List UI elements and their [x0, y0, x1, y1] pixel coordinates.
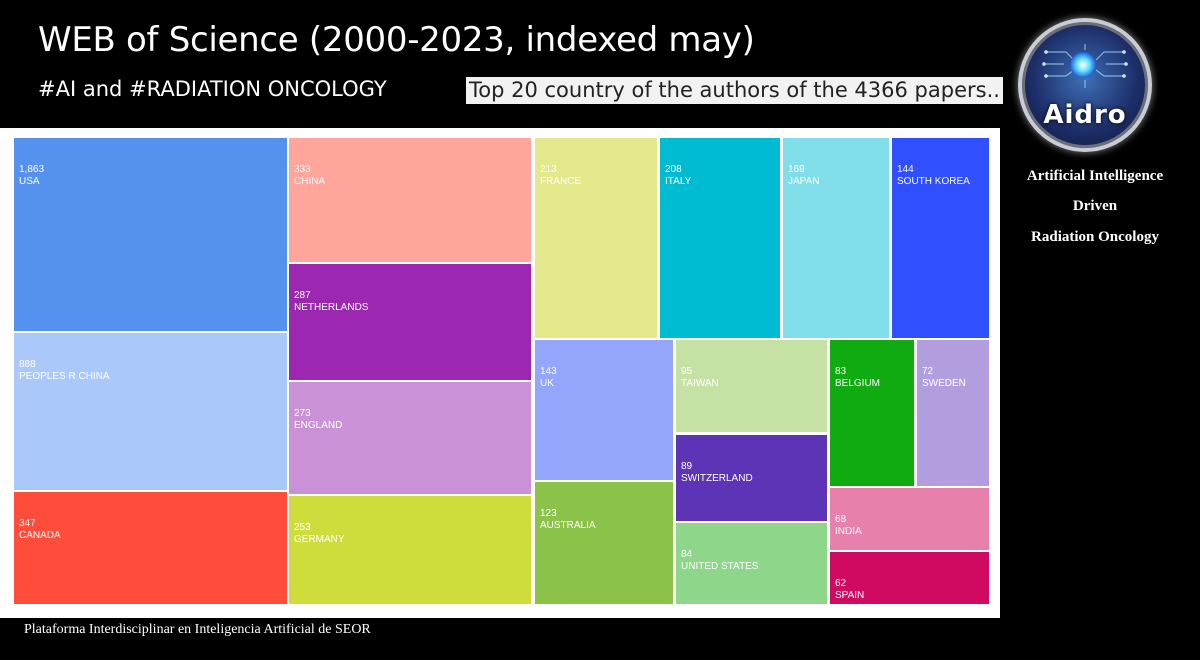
tile-rect-taiwan	[676, 340, 827, 432]
tile-label-england: ENGLAND	[294, 420, 342, 431]
tile-value-taiwan: 95	[681, 366, 693, 377]
tile-value-australia: 123	[540, 508, 557, 519]
tile-value-sweden: 72	[922, 366, 934, 377]
tile-label-uk: UK	[540, 378, 554, 389]
aidro-logo: Aidro	[1018, 18, 1152, 152]
tile-value-italy: 208	[665, 164, 682, 175]
tile-rect-uk	[535, 340, 673, 480]
tile-value-china: 333	[294, 164, 311, 175]
tile-value-japan: 169	[788, 164, 805, 175]
tile-label-india: INDIA	[835, 526, 862, 537]
tile-rect-sweden	[917, 340, 989, 486]
tile-value-england: 273	[294, 408, 311, 419]
tile-rect-australia	[535, 482, 673, 604]
tile-label-italy: ITALY	[665, 176, 692, 187]
tile-label-switzerland: SWITZERLAND	[681, 473, 753, 484]
tile-rect-germany	[289, 496, 531, 604]
tile-rect-china	[289, 138, 531, 262]
logo-eye-icon	[1070, 52, 1096, 78]
tile-label-south-korea: SOUTH KOREA	[897, 176, 970, 187]
tile-label-netherlands: NETHERLANDS	[294, 302, 369, 313]
side-text-line1: Artificial Intelligence	[1026, 168, 1164, 184]
tile-value-usa: 1,863	[19, 164, 44, 175]
tile-label-sweden: SWEDEN	[922, 378, 966, 389]
tile-value-netherlands: 287	[294, 290, 311, 301]
tile-rect-usa	[14, 138, 287, 331]
tile-rect-india	[830, 488, 989, 550]
tile-value-india: 68	[835, 514, 847, 525]
tile-rect-netherlands	[289, 264, 531, 380]
side-text-line2: Driven	[1072, 198, 1118, 214]
tile-rect-united-states	[676, 523, 827, 604]
tile-label-canada: CANADA	[19, 530, 61, 541]
tile-value-germany: 253	[294, 522, 311, 533]
tile-rect-belgium	[830, 340, 914, 486]
tile-label-japan: JAPAN	[788, 176, 820, 187]
treemap-chart: 1,863 USA 888 PEOPLES R CHINA 347 CANADA 333 CH…	[0, 128, 1000, 618]
tile-value-uk: 143	[540, 366, 557, 377]
tile-label-taiwan: TAIWAN	[681, 378, 719, 389]
tile-label-china: CHINA	[294, 176, 325, 187]
tile-label-belgium: BELGIUM	[835, 378, 880, 389]
tile-label-usa: USA	[19, 176, 40, 187]
tile-value-south-korea: 144	[897, 164, 914, 175]
tile-value-united-states: 84	[681, 549, 693, 560]
tile-value-spain: 62	[835, 578, 847, 589]
tile-rect-spain	[830, 552, 989, 604]
logo-text: Aidro	[1043, 100, 1127, 130]
tile-rect-japan	[783, 138, 889, 338]
tile-label-france: FRANCE	[540, 176, 581, 187]
tile-label-spain: SPAIN	[835, 590, 864, 601]
chart-subtitle: Top 20 country of the authors of the 436…	[466, 77, 1003, 104]
tile-label-united-states: UNITED STATES	[681, 561, 759, 572]
tile-value-switzerland: 89	[681, 461, 693, 472]
hashtags-text: #AI and #RADIATION ONCOLOGY	[38, 77, 387, 101]
tile-label-australia: AUSTRALIA	[540, 520, 596, 531]
tile-rect-peoples-r-china	[14, 333, 287, 490]
tile-rect-england	[289, 382, 531, 494]
tile-label-peoples-r-china: PEOPLES R CHINA	[19, 371, 110, 382]
tile-value-peoples-r-china: 888	[19, 359, 36, 370]
tile-value-france: 213	[540, 164, 557, 175]
tile-label-germany: GERMANY	[294, 534, 345, 545]
side-text-line3: Radiation Oncology	[1031, 229, 1159, 245]
tile-rect-canada	[14, 492, 287, 604]
tile-rect-france	[535, 138, 657, 338]
tile-value-belgium: 83	[835, 366, 847, 377]
chart-title: WEB of Science (2000-2023, indexed may)	[38, 20, 755, 60]
tile-rect-south-korea	[892, 138, 989, 338]
footer-text: Plataforma Interdisciplinar en Inteligen…	[24, 622, 371, 637]
tile-rect-switzerland	[676, 435, 827, 521]
tile-value-canada: 347	[19, 518, 36, 529]
tile-rect-italy	[660, 138, 780, 338]
